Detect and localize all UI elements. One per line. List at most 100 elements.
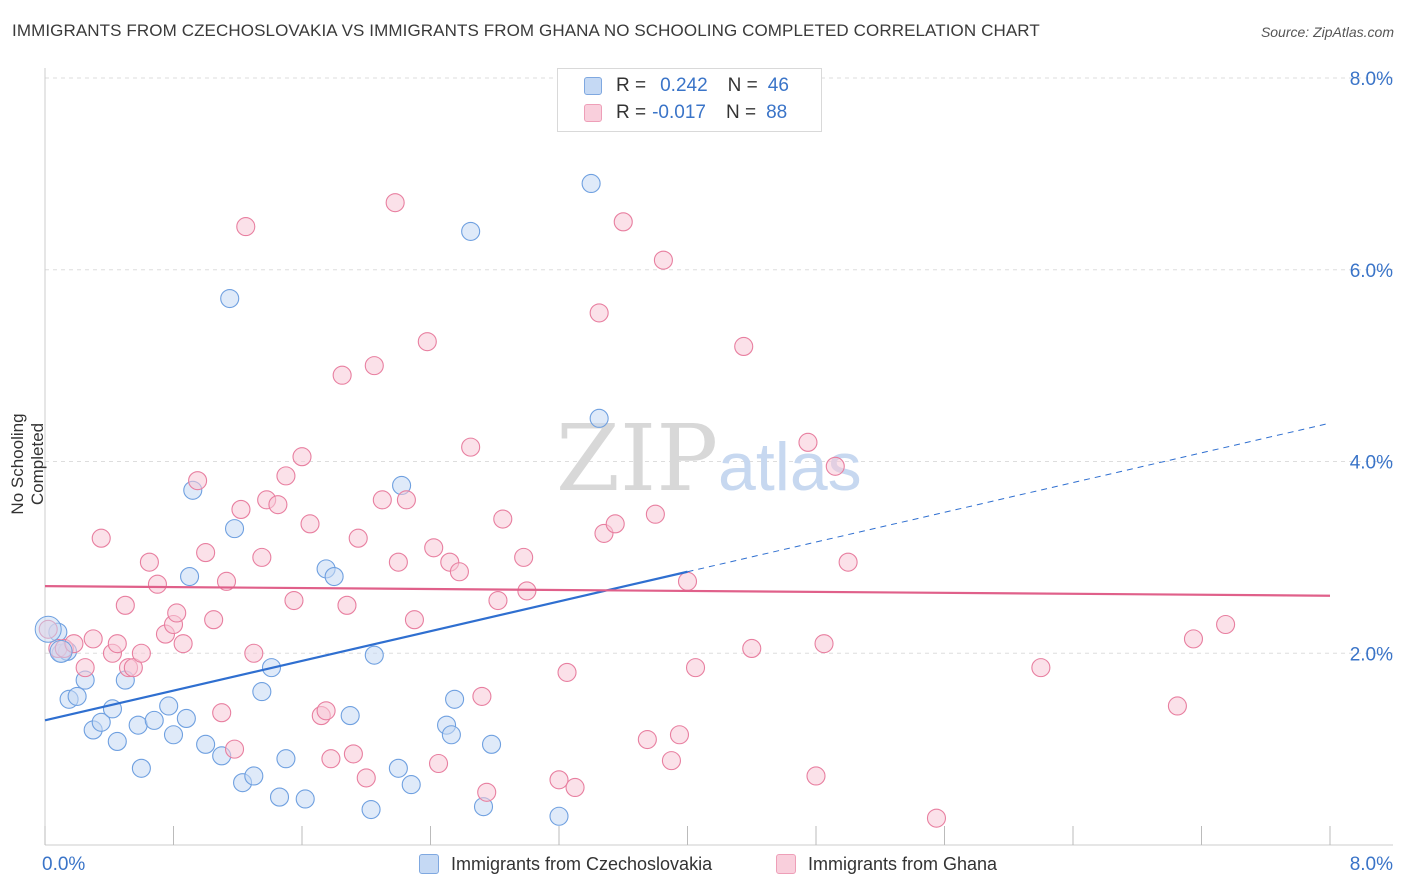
- point-czechoslovakia: [180, 566, 200, 587]
- point-ghana: [1216, 614, 1236, 635]
- legend-r-label: R =: [616, 102, 647, 123]
- point-ghana: [428, 753, 449, 774]
- point-czechoslovakia: [461, 221, 481, 241]
- point-ghana: [236, 217, 256, 237]
- point-ghana: [75, 658, 95, 678]
- correlation-legend: R = 0.242 N = 46 R = -0.017 N = 88: [557, 68, 822, 132]
- bottom-legend-swatch-ghana: [776, 854, 796, 874]
- point-ghana: [734, 336, 754, 357]
- y-tick-label: 6.0%: [1350, 261, 1393, 282]
- point-ghana: [212, 703, 232, 723]
- chart-title: IMMIGRANTS FROM CZECHOSLOVAKIA VS IMMIGR…: [12, 21, 1040, 40]
- watermark-zip: ZIP: [556, 405, 718, 512]
- axes: [44, 68, 1393, 846]
- point-czechoslovakia: [252, 682, 272, 702]
- point-ghana: [669, 725, 690, 745]
- point-ghana: [417, 332, 437, 352]
- point-ghana: [343, 744, 363, 764]
- point-ghana: [316, 701, 336, 721]
- point-ghana: [188, 471, 208, 491]
- point-ghana: [348, 528, 368, 548]
- point-czechoslovakia: [324, 566, 344, 587]
- point-ghana: [131, 643, 151, 663]
- legend-n-value: 46: [767, 75, 789, 96]
- legend-n-label: N =: [727, 75, 758, 96]
- point-ghana: [1183, 629, 1204, 649]
- legend-n-label: N =: [725, 102, 757, 123]
- point-czechoslovakia: [401, 775, 421, 795]
- point-ghana: [196, 543, 216, 563]
- point-ghana: [814, 634, 834, 654]
- point-ghana: [424, 538, 444, 558]
- point-ghana: [653, 250, 673, 270]
- bottom-legend-swatch-czechoslovakia: [419, 854, 439, 874]
- point-ghana: [472, 686, 492, 706]
- point-ghana: [268, 495, 288, 515]
- point-ghana: [838, 552, 858, 572]
- point-ghana: [252, 547, 272, 567]
- y-tick-label: 2.0%: [1350, 644, 1393, 665]
- point-ghana: [173, 634, 193, 654]
- point-ghana: [565, 777, 585, 798]
- point-ghana: [477, 782, 497, 802]
- point-ghana: [825, 456, 845, 476]
- x-tick-label: 0.0%: [42, 854, 85, 875]
- point-ghana: [83, 629, 103, 649]
- point-czechoslovakia: [269, 787, 290, 807]
- point-ghana: [449, 562, 469, 582]
- y-tick-label: 4.0%: [1350, 453, 1393, 474]
- y-axis-label: No Schooling Completed: [8, 413, 47, 515]
- point-ghana: [677, 571, 698, 591]
- bottom-legend-ghana: Immigrants from Ghana: [776, 851, 997, 877]
- point-czechoslovakia: [159, 696, 179, 716]
- point-czechoslovakia: [128, 715, 148, 735]
- point-czechoslovakia: [144, 710, 164, 730]
- grid-lines: [45, 77, 1393, 654]
- point-ghana: [514, 547, 534, 567]
- trend-line-ghana: [44, 585, 1331, 597]
- watermark: ZIP atlas: [556, 405, 862, 512]
- point-ghana: [107, 634, 127, 654]
- point-ghana: [1167, 696, 1187, 716]
- trend-lines: [44, 422, 1331, 722]
- point-ghana: [284, 590, 304, 611]
- point-czechoslovakia: [176, 708, 196, 728]
- point-czechoslovakia: [441, 725, 461, 745]
- point-czechoslovakia: [196, 734, 216, 754]
- point-ghana: [123, 658, 143, 678]
- point-czechoslovakia: [91, 712, 111, 732]
- trend-line-czechoslovakia: [44, 570, 688, 722]
- point-ghana: [337, 595, 357, 615]
- point-czechoslovakia: [220, 288, 240, 309]
- point-ghana: [216, 571, 237, 591]
- point-ghana: [224, 739, 245, 759]
- point-czechoslovakia: [589, 408, 609, 428]
- point-ghana: [589, 303, 609, 323]
- point-ghana: [139, 552, 159, 572]
- point-czechoslovakia: [34, 615, 62, 643]
- point-ghana: [517, 581, 537, 601]
- point-ghana: [926, 808, 947, 828]
- bottom-legend-label-ghana: Immigrants from Ghana: [808, 853, 998, 874]
- source-label: Source: ZipAtlas.com: [1260, 24, 1394, 40]
- point-czechoslovakia: [67, 686, 87, 706]
- point-ghana: [276, 466, 296, 486]
- legend-row-czechoslovakia: R = 0.242 N = 46: [584, 74, 789, 98]
- point-czechoslovakia: [276, 749, 296, 769]
- point-ghana: [292, 447, 312, 467]
- point-ghana: [645, 504, 665, 524]
- legend-swatch-czechoslovakia: [584, 77, 602, 95]
- point-ghana: [613, 212, 633, 232]
- point-ghana: [404, 610, 424, 630]
- point-czechoslovakia: [163, 725, 184, 745]
- point-ghana: [1031, 658, 1051, 678]
- point-czechoslovakia: [361, 799, 381, 820]
- point-czechoslovakia: [107, 731, 127, 752]
- legend-r-label: R =: [616, 75, 647, 96]
- x-tick-label: 8.0%: [1350, 854, 1393, 875]
- point-ghana: [147, 574, 167, 594]
- point-ghana: [661, 751, 681, 771]
- point-ghana: [685, 658, 706, 678]
- point-ghana: [388, 552, 408, 572]
